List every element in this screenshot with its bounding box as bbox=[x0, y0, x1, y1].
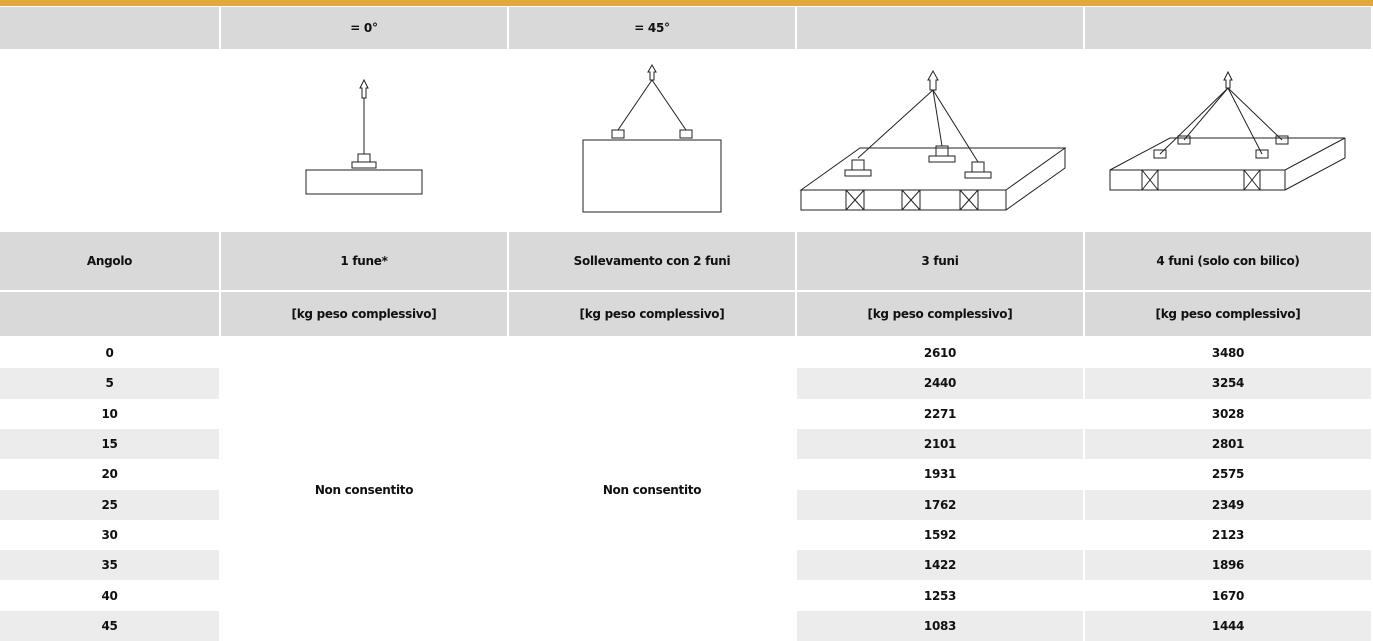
angle-label: = 45° bbox=[509, 7, 795, 49]
load-3-ropes: 2610 bbox=[923, 346, 957, 361]
units-label: [kg peso complessivo] bbox=[797, 292, 1083, 336]
column-header: 1 fune* bbox=[221, 232, 507, 290]
angle-value: 15 bbox=[0, 428, 219, 460]
load-3-ropes: 1422 bbox=[797, 550, 1083, 581]
lifting-diagrams bbox=[305, 63, 1346, 213]
angle-value: 30 bbox=[101, 527, 118, 542]
load-3-ropes: 2271 bbox=[923, 406, 957, 421]
header-cell bbox=[797, 7, 1083, 49]
angle-value: 5 bbox=[0, 368, 219, 399]
units-label: [kg peso complessivo] bbox=[221, 292, 507, 336]
angle-value: 20 bbox=[101, 467, 118, 482]
units-cell bbox=[0, 292, 219, 336]
units-label: [kg peso complessivo] bbox=[509, 292, 795, 336]
load-4-ropes: 1444 bbox=[1085, 610, 1371, 641]
angle-value: 25 bbox=[0, 489, 219, 520]
column-header: Sollevamento con 2 funi bbox=[509, 232, 795, 290]
angle-value: 10 bbox=[101, 406, 118, 421]
load-4-ropes: 2349 bbox=[1085, 489, 1371, 520]
angle-value: 40 bbox=[101, 588, 118, 603]
units-label: [kg peso complessivo] bbox=[1085, 292, 1371, 336]
load-3-ropes: 1083 bbox=[797, 610, 1083, 641]
load-3-ropes: 1762 bbox=[797, 489, 1083, 520]
load-3-ropes: 1931 bbox=[923, 467, 957, 482]
load-3-ropes: 1592 bbox=[923, 527, 957, 542]
load-4-ropes: 3028 bbox=[1211, 406, 1245, 421]
load-4-ropes: 2801 bbox=[1085, 428, 1371, 460]
angle-value: 0 bbox=[105, 346, 114, 361]
angle-value: 35 bbox=[0, 550, 219, 581]
column-header: 4 funi (solo con bilico) bbox=[1085, 232, 1371, 290]
load-4-ropes: 2575 bbox=[1211, 467, 1245, 482]
load-4-ropes: 2123 bbox=[1211, 527, 1245, 542]
load-3-ropes: 1253 bbox=[923, 588, 957, 603]
header-cell bbox=[0, 7, 219, 49]
top-bar bbox=[0, 0, 1373, 6]
load-4-ropes: 3254 bbox=[1085, 368, 1371, 399]
load-3-ropes: 2440 bbox=[797, 368, 1083, 399]
load-4-ropes: 3480 bbox=[1211, 346, 1245, 361]
load-3-ropes: 2101 bbox=[797, 428, 1083, 460]
angle-value: 45 bbox=[0, 610, 219, 641]
angle-label: = 0° bbox=[221, 7, 507, 49]
column-header: Angolo bbox=[0, 232, 219, 290]
not-allowed: Non consentito bbox=[314, 482, 414, 497]
header-cell bbox=[1085, 7, 1371, 49]
load-4-ropes: 1896 bbox=[1085, 550, 1371, 581]
not-allowed: Non consentito bbox=[602, 482, 702, 497]
column-header: 3 funi bbox=[797, 232, 1083, 290]
load-4-ropes: 1670 bbox=[1211, 588, 1245, 603]
